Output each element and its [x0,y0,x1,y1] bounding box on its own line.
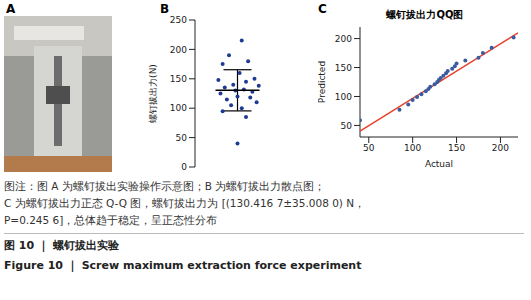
svg-text:50: 50 [341,121,353,131]
svg-text:200: 200 [335,34,352,44]
svg-text:150: 150 [448,143,465,153]
svg-text:50: 50 [176,133,188,143]
svg-text:0: 0 [181,162,187,172]
svg-text:100: 100 [335,92,352,102]
svg-text:Predicted: Predicted [318,61,327,103]
svg-text:Actual: Actual [425,159,453,169]
svg-text:200: 200 [170,45,187,55]
html-text:图注：图 A 为螺钉拔出实验操作示意图；B 为螺钉拔出力散点: 图注：图 A 为螺钉拔出实验操作示意图；B 为螺钉拔出力散点图； [4,180,326,192]
html-text:螺钉拔出力QQ图: 螺钉拔出力QQ图 [386,9,464,20]
svg-text:150: 150 [170,74,187,84]
html-text:C 为螺钉拔出力正态 Q-Q 图，螺钉拔出力为 [(130.: C 为螺钉拔出力正态 Q-Q 图，螺钉拔出力为 [(130.416 7±35.0… [4,197,366,209]
svg-text:螺钉拔出力(N): 螺钉拔出力(N) [148,64,158,123]
html-text:图 10 ｜ 螺钉拔出实验: 图 10 ｜ 螺钉拔出实验 [4,239,119,252]
svg-text:150: 150 [335,63,352,73]
svg-text:50: 50 [363,143,375,153]
html-text:Figure 10 ｜ Screw maximum extr: Figure 10 ｜ Screw maximum extraction for… [4,259,362,272]
html-text:A: A [6,2,16,16]
html-text:P=0.245 6]，总体趋于稳定，呈正态性分布: P=0.245 6]，总体趋于稳定，呈正态性分布 [4,214,218,226]
svg-text:200: 200 [492,143,509,153]
svg-text:100: 100 [170,103,187,113]
svg-text:250: 250 [170,15,187,25]
svg-text:100: 100 [404,143,421,153]
html-text:C: C [318,2,327,16]
html-text:B: B [160,2,170,16]
